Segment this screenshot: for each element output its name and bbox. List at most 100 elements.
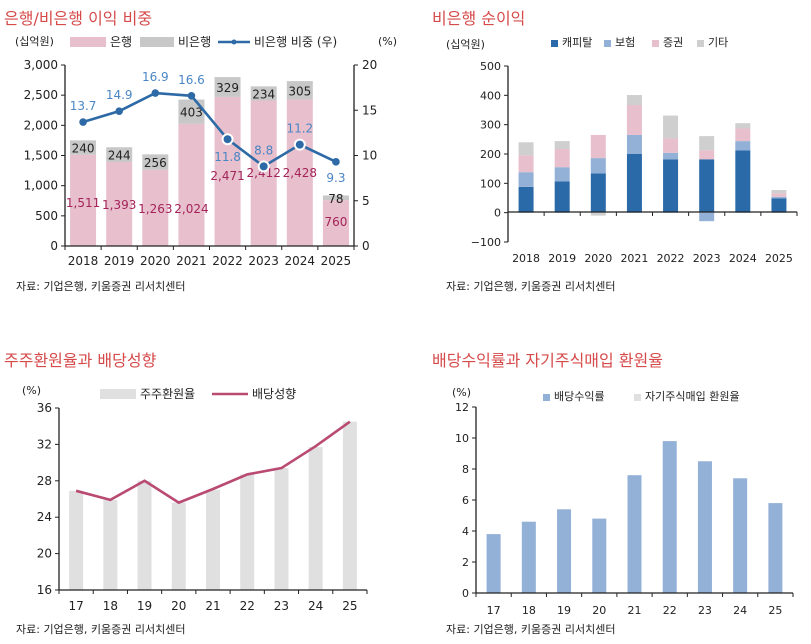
payout-bar [240,474,255,590]
segment-기타 [554,141,570,150]
dividend-payout-line [75,420,351,505]
bank-bar [250,100,277,246]
x-tick-label: 24 [733,604,747,617]
legend-3-label: 기타 [708,36,728,49]
x-tick-label: 19 [557,604,571,617]
segment-기타 [518,142,534,156]
segment-배당수익률 [697,461,712,593]
bank-value-label: 1,393 [102,198,136,212]
segment-배당수익률 [733,478,748,593]
nonbank-bar [286,81,313,100]
segment-배당수익률 [768,503,783,593]
payout-bar [274,468,289,590]
bank-value-label: 2,412 [247,166,281,180]
x-tick-label: 2018 [512,252,540,265]
y-tick-label: 8 [462,463,469,476]
y-tick-label: 2,500 [24,88,58,102]
nonbank-bar [70,140,97,155]
y-tick-label: 500 [35,209,58,223]
y-tick-label: 0 [494,207,501,220]
legend-2-label: 증권 [663,36,683,49]
x-tick-label: 18 [103,599,118,613]
segment-증권 [771,193,787,197]
chart3-source: 자료: 기업은행, 키움증권 리서치센터 [16,623,186,636]
segment-보험 [554,167,570,182]
segment-기타 [735,123,751,129]
legend-buyback-swatch [634,394,641,401]
x-tick-label: 23 [698,604,712,617]
y-tick-label: 6 [462,494,469,507]
chart2-source: 자료: 기업은행, 키움증권 리서치센터 [446,280,616,293]
legend-line-label: 배당성향 [252,387,296,401]
legend-1-label: 보험 [615,36,635,49]
segment-캐피탈 [518,186,534,213]
x-tick-label: 2020 [140,254,171,268]
nonbank-share-point [221,133,234,146]
nonbank-share-label: 13.7 [70,99,97,113]
chart4-source: 자료: 기업은행, 키움증권 리서치센터 [446,623,616,636]
nonbank-share-label: 9.3 [326,171,345,185]
y-tick-label: 400 [480,89,501,102]
y-tick-label: 2 [462,556,469,569]
y-tick-label: 1,000 [24,179,58,193]
payout-bar [206,489,220,590]
legend-bar-label: 주주환원율 [140,387,195,401]
legend-dividend-label: 배당수익률 [554,390,605,403]
unit-label: (%) [22,384,41,397]
segment-증권 [735,128,751,142]
y-tick-label: 20 [37,547,52,561]
legend-0-swatch [551,40,558,47]
nonbank-share-point [293,138,306,151]
right-tick-label: 15 [362,103,377,117]
unit-label: (십억원) [446,38,485,51]
nonbank-share-point [79,118,87,126]
nonbank-bar [178,99,205,124]
nonbank-bar [250,86,277,101]
nonbank-share-point [187,91,196,100]
segment-증권 [518,155,534,173]
payout-bar [342,421,357,590]
legend-dividend-swatch [543,394,550,401]
nonbank-value-label: 305 [288,84,311,98]
segment-배당수익률 [627,475,642,593]
segment-배당수익률 [521,521,536,593]
nonbank-share-label: 11.2 [286,122,313,136]
x-tick-label: 2021 [176,254,207,268]
legend-bar-swatch [100,389,136,399]
bank-bar [178,123,205,246]
x-tick-label: 24 [308,599,323,613]
y-tick-label: 24 [37,510,52,524]
legend-nonbank-swatch [140,37,174,47]
segment-기타 [771,190,787,194]
segment-배당수익률 [592,518,607,593]
nonbank-value-label: 256 [144,156,167,170]
nonbank-bar [214,77,241,97]
y-tick-label: 500 [480,60,501,73]
segment-캐피탈 [554,181,570,213]
right-tick-label: 0 [362,239,370,253]
chart2-title: 비은행 순이익 [432,9,526,28]
segment-캐피탈 [663,159,679,213]
segment-보험 [735,141,751,151]
right-tick-label: 10 [362,149,377,163]
x-tick-label: 20 [592,604,606,617]
segment-배당수익률 [486,534,501,593]
nonbank-value-label: 403 [180,106,203,120]
nonbank-share-label: 11.8 [214,150,241,164]
x-tick-label: 2023 [693,252,721,265]
bank-value-label: 2,428 [283,166,317,180]
x-tick-label: 2018 [68,254,99,268]
y-tick-label: 0 [462,587,469,600]
x-tick-label: 2024 [729,252,757,265]
bank-value-label: 1,511 [66,196,100,210]
nonbank-value-label: 78 [328,192,343,206]
chart4-title: 배당수익률과 자기주식매입 환원율 [432,351,663,370]
segment-캐피탈 [699,159,715,213]
payout-bar [103,499,118,590]
segment-배당수익률 [662,441,677,593]
nonbank-value-label: 234 [252,87,275,101]
x-tick-label: 2020 [584,252,612,265]
right-tick-label: 20 [362,58,377,72]
nonbank-value-label: 240 [72,142,95,156]
nonbank-share-label: 16.6 [178,73,205,87]
